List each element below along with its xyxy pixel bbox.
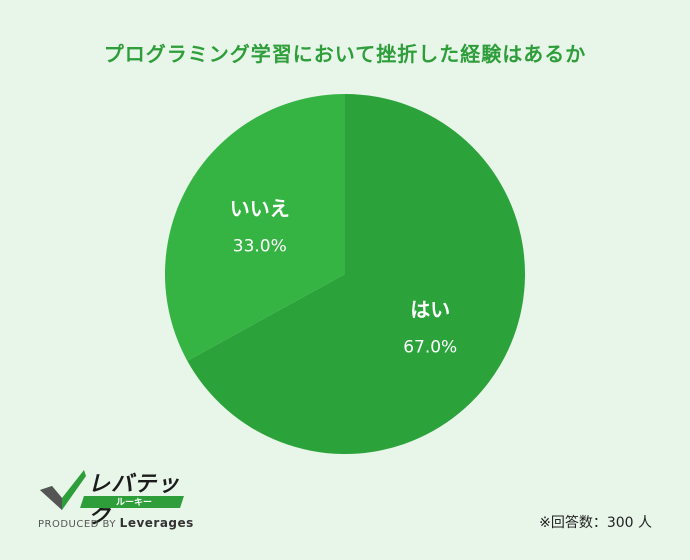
- response-count-note: ※回答数：300 人: [539, 515, 652, 531]
- logo-subtext: ルーキー: [115, 498, 152, 508]
- slice-label-0: はい: [410, 297, 450, 321]
- slice-value-1: 33.0%: [233, 237, 287, 257]
- produced-by: PRODUCED BY Leverages: [38, 516, 194, 530]
- logo-text: レバテック: [88, 472, 181, 529]
- slice-label-1: いいえ: [230, 197, 290, 221]
- pie-slice-1: [165, 94, 345, 361]
- chart-title: プログラミング学習において挫折した経験はあるか: [103, 42, 587, 66]
- checkmark-logo-icon: [40, 470, 86, 510]
- slice-value-0: 67.0%: [403, 337, 457, 357]
- produced-by-brand: Leverages: [119, 516, 194, 530]
- pie-slice-0: [187, 94, 526, 454]
- brand-logo: レバテック ルーキー PRODUCED BY Leverages: [38, 466, 198, 530]
- produced-by-prefix: PRODUCED BY: [38, 519, 116, 530]
